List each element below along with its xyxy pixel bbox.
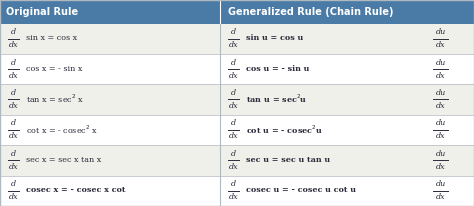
Text: dx: dx [9, 71, 18, 80]
Text: du: du [436, 119, 446, 127]
Text: d: d [11, 180, 16, 188]
Text: dx: dx [229, 71, 238, 80]
Bar [0, 176, 220, 206]
Text: dx: dx [229, 163, 238, 171]
Text: sin u = cos u: sin u = cos u [246, 34, 304, 42]
Text: du: du [436, 28, 446, 36]
Text: dx: dx [436, 193, 446, 201]
Text: cos u = - sin u: cos u = - sin u [246, 65, 310, 73]
Text: du: du [436, 89, 446, 97]
Bar [220, 145, 474, 176]
Bar [0, 24, 220, 54]
Text: d: d [231, 89, 236, 97]
Text: d: d [11, 28, 16, 36]
Text: dx: dx [436, 132, 446, 140]
Text: d: d [231, 28, 236, 36]
Text: sec x = sec x tan x: sec x = sec x tan x [26, 156, 101, 164]
Text: d: d [11, 119, 16, 127]
Text: cos x = - sin x: cos x = - sin x [26, 65, 82, 73]
Text: dx: dx [9, 193, 18, 201]
Text: dx: dx [229, 102, 238, 110]
Text: tan u = sec$^{2}$u: tan u = sec$^{2}$u [246, 93, 308, 105]
Text: dx: dx [229, 132, 238, 140]
Text: du: du [436, 59, 446, 67]
Bar [0, 54, 220, 84]
Text: d: d [231, 59, 236, 67]
Text: cosec x = - cosec x cot: cosec x = - cosec x cot [26, 186, 126, 194]
Text: d: d [231, 119, 236, 127]
Text: cot x = - cosec$^2$ x: cot x = - cosec$^2$ x [26, 123, 98, 136]
Bar [0, 145, 220, 176]
Text: dx: dx [436, 71, 446, 80]
Text: d: d [231, 150, 236, 158]
Bar [220, 115, 474, 145]
Text: dx: dx [436, 102, 446, 110]
Text: d: d [231, 180, 236, 188]
Bar [0, 0, 220, 24]
Text: sec u = sec u tan u: sec u = sec u tan u [246, 156, 330, 164]
Text: dx: dx [229, 193, 238, 201]
Text: tan x = sec$^2$ x: tan x = sec$^2$ x [26, 93, 84, 105]
Bar [220, 24, 474, 54]
Text: dx: dx [436, 163, 446, 171]
Text: dx: dx [229, 41, 238, 49]
Bar [220, 54, 474, 84]
Text: Generalized Rule (Chain Rule): Generalized Rule (Chain Rule) [228, 7, 393, 17]
Text: d: d [11, 59, 16, 67]
Text: cot u = - cosec$^{2}$u: cot u = - cosec$^{2}$u [246, 123, 323, 136]
Text: dx: dx [9, 41, 18, 49]
Text: d: d [11, 89, 16, 97]
Text: dx: dx [9, 102, 18, 110]
Text: cosec u = - cosec u cot u: cosec u = - cosec u cot u [246, 186, 356, 194]
Text: Original Rule: Original Rule [6, 7, 78, 17]
Text: dx: dx [9, 163, 18, 171]
Text: du: du [436, 180, 446, 188]
Bar [220, 0, 474, 24]
Bar [0, 115, 220, 145]
Text: d: d [11, 150, 16, 158]
Text: dx: dx [436, 41, 446, 49]
Text: du: du [436, 150, 446, 158]
Bar [220, 84, 474, 115]
Bar [220, 176, 474, 206]
Text: sin x = cos x: sin x = cos x [26, 34, 77, 42]
Text: dx: dx [9, 132, 18, 140]
Bar [0, 84, 220, 115]
